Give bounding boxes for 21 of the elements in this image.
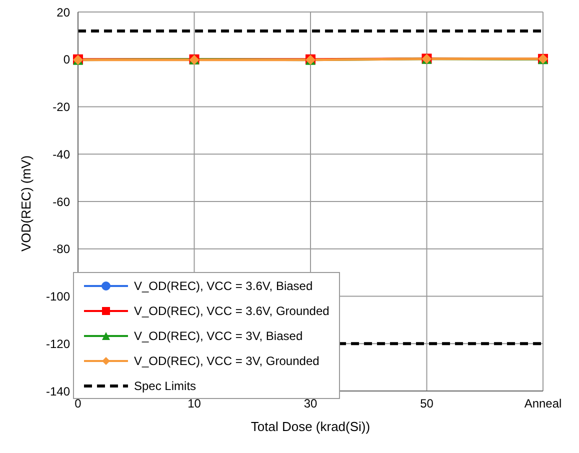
legend-label: V_OD(REC), VCC = 3.6V, Biased: [134, 278, 313, 292]
y-tick-label: -20: [52, 100, 70, 114]
y-tick-label: -140: [46, 384, 70, 398]
y-tick-label: -60: [52, 194, 70, 209]
y-axis-title: VOD(REC) (mV): [18, 155, 34, 252]
y-tick-label: -40: [52, 147, 70, 162]
x-tick-label: Anneal: [524, 396, 562, 411]
x-tick-label: 10: [188, 396, 202, 411]
legend-label: V_OD(REC), VCC = 3V, Grounded: [134, 354, 320, 368]
y-tick-label: -120: [46, 336, 70, 351]
y-tick-label: -80: [52, 242, 70, 256]
legend-label: V_OD(REC), VCC = 3.6V, Grounded: [134, 304, 330, 318]
legend-label: Spec Limits: [134, 378, 196, 392]
x-tick-label: 30: [304, 396, 318, 411]
x-tick-label: 50: [420, 396, 434, 411]
legend-label: V_OD(REC), VCC = 3V, Biased: [134, 328, 303, 342]
x-axis-title: Total Dose (krad(Si)): [250, 419, 370, 434]
y-tick-label: 0: [63, 52, 70, 67]
y-tick-label: 20: [56, 5, 70, 20]
x-tick-label: 0: [74, 396, 82, 411]
y-tick-label: -100: [46, 290, 70, 304]
